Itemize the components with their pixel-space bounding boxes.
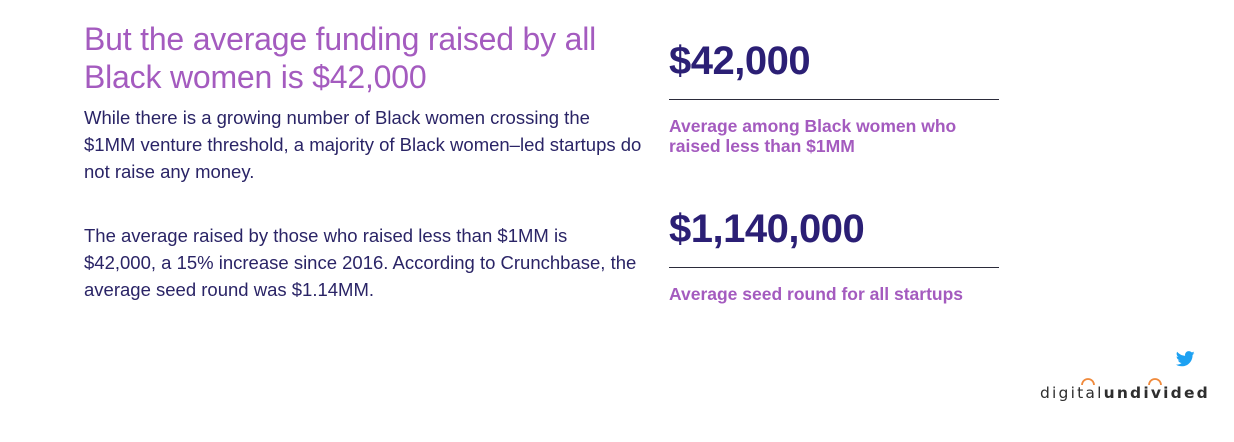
logo-text-undivided: undivided: [1103, 384, 1210, 402]
stat-divider: [669, 267, 999, 268]
paragraph-intro: While there is a growing number of Black…: [84, 107, 642, 182]
stat-average-seed-round: $1,140,000 Average seed round for all st…: [669, 204, 999, 304]
stat-value: $42,000: [669, 39, 811, 83]
stat-label: Average among Black women who raised les…: [669, 116, 957, 156]
twitter-bird-icon[interactable]: [1175, 351, 1195, 367]
logo-arc-left-icon: [1081, 378, 1095, 386]
logo-text-digital: digital: [1040, 384, 1104, 402]
logo-arc-right-icon: [1148, 378, 1162, 386]
stat-divider: [669, 99, 999, 100]
stat-average-black-women: $42,000 Average among Black women who ra…: [669, 36, 999, 156]
headline: But the average funding raised by all Bl…: [84, 21, 597, 95]
stat-value: $1,140,000: [669, 207, 865, 251]
digitalundivided-logo: digitalundivided: [1040, 378, 1210, 402]
stat-label: Average seed round for all startups: [669, 284, 964, 304]
paragraph-average: The average raised by those who raised l…: [84, 225, 637, 300]
headline-block: But the average funding raised by all Bl…: [84, 20, 644, 185]
